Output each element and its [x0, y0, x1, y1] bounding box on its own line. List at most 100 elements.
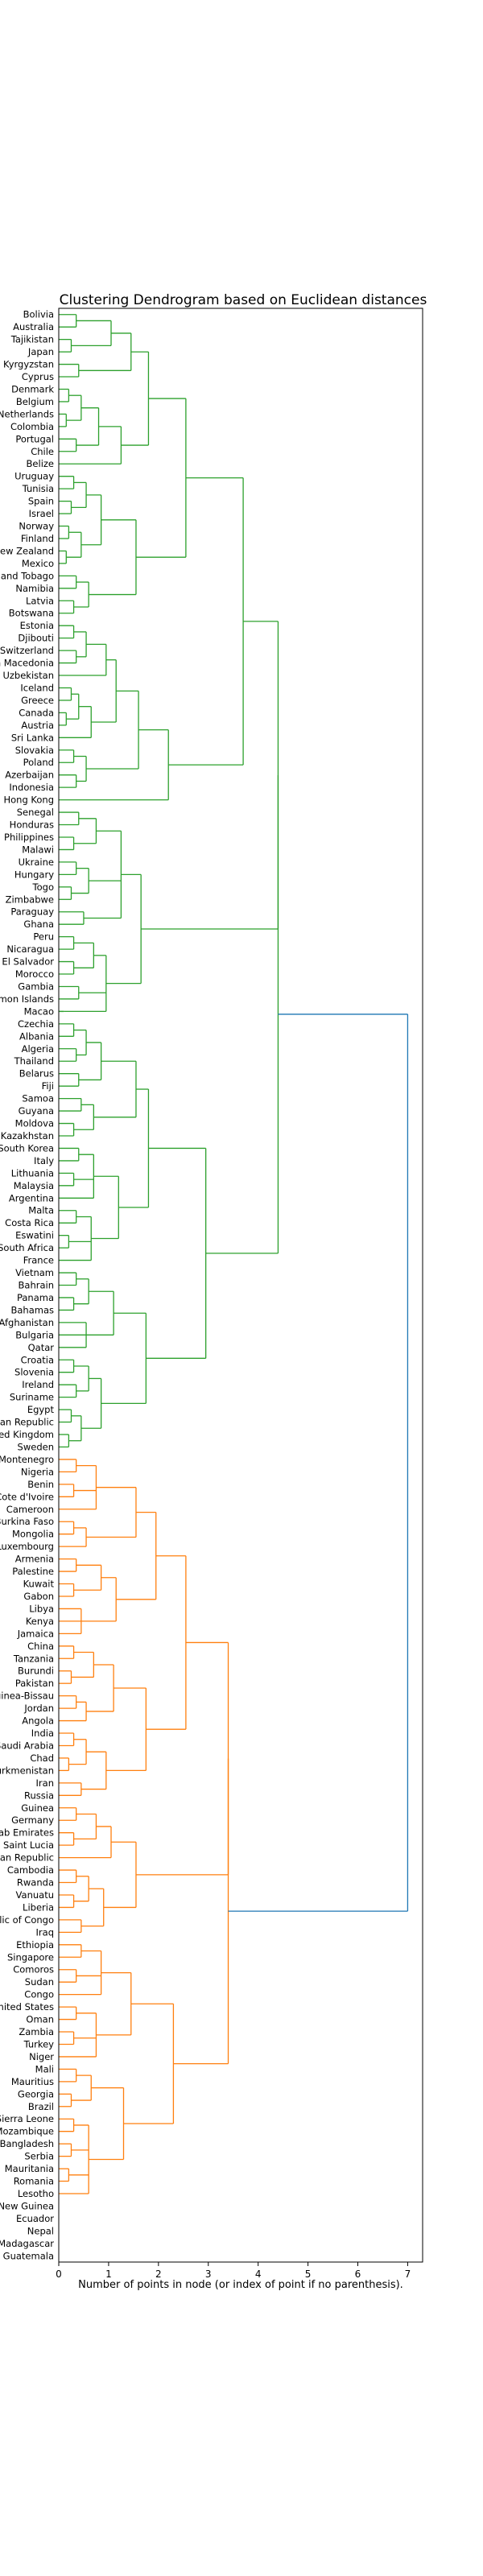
leaf-label: Vietnam: [15, 1267, 54, 1278]
leaf-label: Sierra Leone: [0, 2113, 54, 2124]
x-axis-label: Number of points in node (or index of po…: [78, 2279, 403, 2291]
leaf-label: Burundi: [18, 1666, 54, 1677]
leaf-label: Cameroon: [6, 1504, 54, 1515]
leaf-label: Saint Lucia: [3, 1839, 54, 1851]
leaf-label: Malawi: [22, 844, 54, 855]
leaf-label: Morocco: [15, 968, 54, 980]
leaf-label: Belize: [27, 458, 54, 469]
leaf-label: Cyprus: [22, 371, 54, 382]
leaf-label: New Zealand: [0, 545, 54, 556]
leaf-label: Trinidad and Tobago: [0, 570, 54, 581]
leaf-label: Kenya: [26, 1616, 54, 1627]
leaf-label: South Africa: [0, 1242, 54, 1253]
leaf-label: Senegal: [17, 807, 54, 818]
leaf-label: Dominican Republic: [0, 1417, 54, 1428]
leaf-label: Peru: [33, 931, 54, 943]
leaf-label: Central African Republic: [0, 1852, 54, 1864]
leaf-label: Colombia: [10, 421, 54, 432]
x-tick-label: 2: [155, 2268, 162, 2280]
leaf-label: Ireland: [22, 1379, 54, 1390]
leaf-label: Rwanda: [17, 1877, 54, 1889]
leaf-label: South Korea: [0, 1142, 54, 1154]
leaf-label: Cote d'Ivoire: [0, 1491, 54, 1502]
leaf-label: Togo: [32, 881, 54, 893]
x-axis-ticks: 0 1 2 3 4 5 6 7: [56, 2262, 411, 2280]
leaf-label: Tanzania: [13, 1653, 54, 1664]
leaf-label: Nepal: [27, 2225, 54, 2236]
leaf-label: Iran: [36, 1777, 54, 1789]
leaf-label: Kuwait: [23, 1579, 55, 1590]
leaf-label: Comoros: [13, 1964, 54, 1975]
leaf-label: Ecuador: [16, 2213, 54, 2224]
leaf-label: Mongolia: [12, 1529, 54, 1540]
leaf-label: Costa Rica: [5, 1217, 54, 1228]
leaf-label: India: [31, 1728, 54, 1739]
leaf-label: Czechia: [18, 1018, 54, 1030]
leaf-label: Slovakia: [15, 745, 54, 756]
leaf-label: Greece: [21, 695, 54, 706]
leaf-label: Estonia: [20, 620, 54, 631]
leaf-label: Netherlands: [0, 408, 54, 419]
leaf-label: Australia: [13, 321, 54, 332]
leaf-label: Finland: [21, 533, 54, 544]
leaf-label: Bangladesh: [0, 2138, 54, 2149]
leaf-label: Hungary: [14, 869, 54, 880]
leaf-label: Guinea-Bissau: [0, 1690, 54, 1702]
leaf-label: Kazakhstan: [1, 1130, 54, 1141]
leaf-label: Philippines: [4, 832, 54, 843]
leaf-label: Mauritius: [11, 2076, 54, 2087]
leaf-label: Malta: [28, 1205, 54, 1216]
leaf-label: Nicaragua: [6, 943, 54, 955]
leaf-label: Moldova: [15, 1118, 54, 1129]
leaf-label: Denmark: [11, 383, 54, 394]
leaf-label: Papua New Guinea: [0, 2200, 54, 2211]
leaf-label: Poland: [23, 757, 54, 768]
leaf-label: Democratic Republic of Congo: [0, 1914, 54, 1926]
leaf-label: Pakistan: [15, 1678, 54, 1689]
leaf-label: Namibia: [15, 583, 54, 594]
leaf-label: Benin: [27, 1479, 54, 1490]
leaf-label: Romania: [14, 2176, 54, 2187]
chart-title: Clustering Dendrogram based on Euclidean…: [60, 292, 427, 308]
leaf-label: Mexico: [22, 558, 54, 569]
x-tick-label: 0: [56, 2268, 62, 2280]
leaf-label: Madagascar: [0, 2238, 54, 2249]
leaf-label: Germany: [11, 1814, 54, 1826]
leaf-label: Iceland: [20, 682, 54, 693]
leaf-label: Algeria: [22, 1043, 54, 1055]
leaf-label: Jamaica: [17, 1628, 54, 1639]
leaf-label: Suriname: [10, 1392, 54, 1403]
leaf-label: Spain: [28, 496, 54, 507]
leaf-label: Oman: [26, 2014, 54, 2025]
leaf-label: United Arab Emirates: [0, 1827, 54, 1839]
leaf-label: Sudan: [25, 1976, 54, 1988]
leaf-label: Croatia: [21, 1354, 54, 1365]
leaf-label: Lesotho: [18, 2188, 54, 2199]
leaf-label: Ukraine: [19, 857, 54, 868]
leaf-label: Gabon: [23, 1591, 54, 1602]
leaf-label: Eswatini: [15, 1230, 54, 1241]
leaf-label: Fiji: [42, 1080, 54, 1092]
leaf-label: Chile: [31, 446, 54, 457]
leaf-label: China: [27, 1641, 54, 1652]
leaf-label: Sweden: [18, 1441, 54, 1452]
x-tick-label: 3: [205, 2268, 212, 2280]
leaf-label: United Kingdom: [0, 1429, 54, 1440]
leaf-label: Honduras: [10, 819, 54, 831]
leaf-label: Vanuatu: [16, 1889, 54, 1901]
leaf-label: Turkmenistan: [0, 1765, 54, 1776]
leaf-label: Luxembourg: [0, 1541, 54, 1552]
leaf-label: Argentina: [9, 1192, 54, 1203]
leaf-label: Liberia: [23, 1901, 54, 1913]
leaf-label: Azerbaijan: [5, 770, 54, 781]
leaf-label: United States: [0, 2001, 54, 2013]
leaf-label: Belarus: [19, 1068, 54, 1080]
leaf-label: Bahamas: [10, 1304, 54, 1315]
leaf-label: Indonesia: [9, 782, 54, 793]
leaf-label: Sri Lanka: [11, 732, 54, 743]
leaf-label: Belgium: [16, 396, 54, 407]
leaf-label: Afghanistan: [0, 1317, 54, 1328]
leaf-label: Serbia: [24, 2151, 54, 2162]
leaf-label: Jordan: [23, 1703, 54, 1714]
